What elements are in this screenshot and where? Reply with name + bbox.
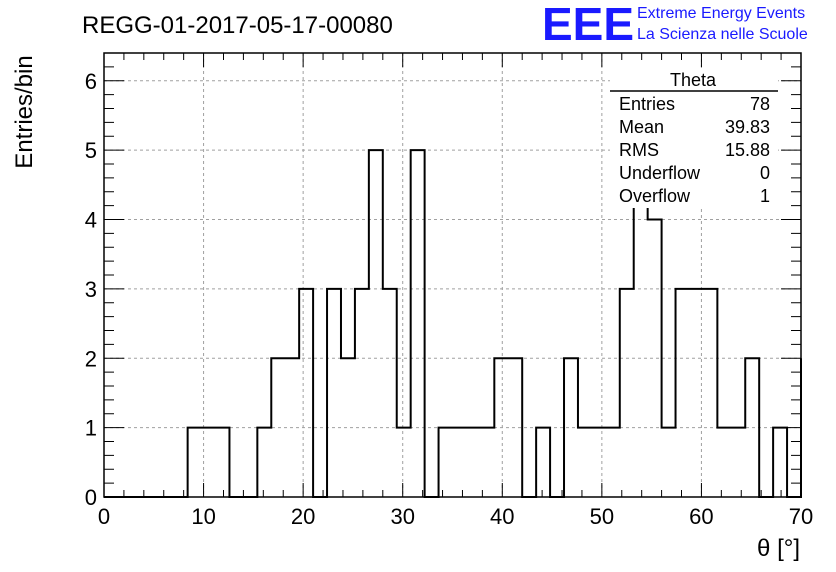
x-tick-label: 20: [291, 504, 315, 529]
histogram-bin: [648, 220, 662, 498]
histogram-bin: [383, 289, 397, 497]
histogram-bin: [620, 289, 634, 497]
ticks-layer: [103, 53, 802, 498]
x-tick-label: 10: [191, 504, 215, 529]
x-tick-label: 70: [789, 504, 813, 529]
histogram-bin: [257, 428, 271, 497]
x-tick-label: 0: [98, 504, 110, 529]
y-tick-label: 1: [85, 416, 97, 441]
histogram-bin: [773, 428, 787, 497]
logo-line2: La Scienza nelle Scuole: [637, 26, 808, 43]
histogram-bin: [578, 428, 592, 497]
x-axis-label: θ [°]: [757, 535, 800, 562]
x-tick-label: 50: [590, 504, 614, 529]
histogram-bin: [188, 428, 202, 497]
chart-title: REGG-01-2017-05-17-00080: [82, 12, 393, 39]
histogram-layer: [104, 79, 802, 498]
histogram-bin: [731, 428, 745, 497]
eee-logo: EEE Extreme Energy Events La Scienza nel…: [542, 0, 808, 50]
y-tick-label: 2: [85, 346, 97, 371]
histogram-bin: [453, 428, 467, 497]
histogram-bin: [355, 289, 369, 497]
stats-value-rms: 15.88: [725, 140, 770, 160]
x-tick-label: 60: [689, 504, 713, 529]
histogram-bin: [411, 150, 425, 497]
y-tick-label: 6: [85, 69, 97, 94]
histogram-bin: [662, 428, 676, 497]
histogram-bin: [397, 428, 411, 497]
y-axis-label: Entries/bin: [11, 55, 38, 168]
stats-value-entries: 78: [750, 94, 770, 114]
histogram-bin: [299, 289, 313, 497]
logo-line1: Extreme Energy Events: [637, 5, 805, 22]
stats-label-rms: RMS: [619, 140, 659, 160]
stats-label-entries: Entries: [619, 94, 675, 114]
histogram-bin: [703, 289, 717, 497]
stats-value-mean: 39.83: [725, 117, 770, 137]
stats-value-underflow: 0: [760, 163, 770, 183]
histogram-bin: [676, 289, 690, 497]
stats-box: Theta Entries 78 Mean 39.83 RMS 15.88 Un…: [610, 68, 778, 208]
histogram-bin: [689, 289, 703, 497]
histogram-bin: [466, 428, 480, 497]
histogram-bin: [536, 428, 550, 497]
y-tick-label: 0: [85, 485, 97, 510]
histogram-bin: [717, 428, 731, 497]
histogram-bin: [369, 150, 383, 497]
histogram-bin: [439, 428, 453, 497]
y-tick-label: 5: [85, 138, 97, 163]
stats-label-overflow: Overflow: [619, 186, 691, 206]
histogram-bin: [592, 428, 606, 497]
stats-label-underflow: Underflow: [619, 163, 701, 183]
x-tick-label: 30: [390, 504, 414, 529]
histogram-bin: [606, 428, 620, 497]
y-tick-label: 4: [85, 208, 97, 233]
stats-title: Theta: [670, 70, 717, 90]
histogram-outline: [104, 79, 802, 498]
x-tick-label: 40: [490, 504, 514, 529]
logo-mark: EEE: [542, 0, 634, 50]
y-tick-label: 3: [85, 277, 97, 302]
stats-label-mean: Mean: [619, 117, 664, 137]
stats-value-overflow: 1: [760, 186, 770, 206]
histogram-bin: [480, 428, 494, 497]
histogram-bin: [327, 289, 341, 497]
histogram-bin: [216, 428, 230, 497]
